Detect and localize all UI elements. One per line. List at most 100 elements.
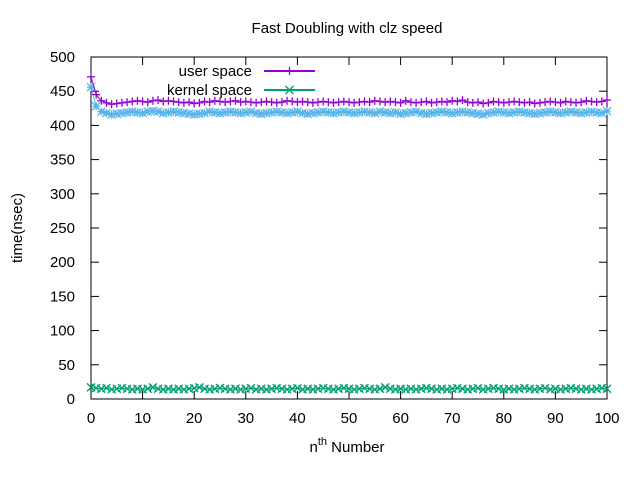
legend-label: user space [179, 63, 252, 80]
x-tick-label: 20 [186, 410, 203, 427]
data-point [324, 98, 333, 107]
data-point [370, 96, 379, 105]
data-point [226, 97, 235, 106]
data-point [391, 98, 400, 107]
x-axis-label-base: n [309, 439, 317, 456]
data-point [458, 96, 467, 105]
data-point [200, 108, 209, 118]
data-point [169, 97, 178, 106]
data-point [221, 98, 230, 107]
data-point [437, 97, 446, 106]
data-point [246, 98, 255, 107]
data-point [603, 96, 611, 105]
x-tick-label: 80 [495, 410, 512, 427]
data-point [592, 98, 601, 107]
data-point [345, 98, 353, 107]
y-axis: 0 50 100 150 200 250 300 350 400 450 500 [50, 49, 607, 408]
data-point [561, 97, 570, 106]
data-point [293, 98, 302, 107]
data-point [370, 108, 380, 118]
data-point [515, 98, 524, 107]
data-point [97, 96, 106, 105]
data-point [556, 98, 565, 107]
data-point [510, 97, 519, 106]
legend-swatch-marker [285, 67, 294, 75]
data-point [546, 97, 555, 106]
data-point [566, 98, 575, 107]
data-point [572, 98, 581, 107]
y-tick-label: 500 [50, 49, 75, 66]
data-point [143, 384, 153, 394]
data-point [540, 383, 550, 393]
data-point [474, 98, 482, 107]
data-point [133, 96, 142, 105]
data-point [102, 98, 111, 107]
data-point [319, 97, 328, 106]
data-point [329, 98, 338, 107]
data-point [292, 107, 302, 117]
x-axis: 0 10 20 30 40 50 60 70 80 90 100 [87, 57, 620, 427]
y-tick-label: 0 [67, 391, 75, 408]
legend-swatch-marker [285, 85, 294, 95]
y-axis-label: time(nsec) [9, 193, 26, 263]
data-point [210, 96, 219, 105]
data-point [117, 98, 126, 107]
data-point [174, 98, 183, 107]
data-point [246, 383, 256, 393]
data-point [375, 384, 385, 394]
data-point [87, 72, 95, 81]
chart-title: Fast Doubling with clz speed [252, 20, 443, 37]
x-tick-label: 10 [134, 410, 151, 427]
data-point [417, 98, 426, 107]
data-point [396, 98, 405, 107]
data-point [185, 98, 194, 107]
legend-label: kernel space [167, 82, 252, 99]
data-point [602, 106, 612, 116]
y-tick-label: 300 [50, 186, 75, 203]
data-point [164, 96, 173, 105]
data-point [153, 107, 163, 117]
data-point [216, 97, 224, 106]
y-tick-label: 450 [50, 83, 75, 100]
data-point [463, 98, 472, 107]
data-point [241, 97, 250, 106]
data-point [277, 107, 287, 117]
data-point [443, 98, 452, 107]
data-point [448, 96, 457, 105]
x-tick-label: 50 [341, 410, 358, 427]
data-point [314, 98, 323, 107]
data-point [308, 98, 317, 107]
data-point [597, 97, 606, 106]
data-point [602, 384, 612, 394]
series-1 [86, 382, 612, 394]
data-point [143, 98, 152, 107]
series-2 [86, 82, 612, 119]
data-point [272, 98, 281, 107]
data-point [386, 97, 395, 106]
data-point [148, 382, 158, 392]
data-point [473, 383, 483, 393]
data-point [360, 97, 369, 106]
data-point [339, 97, 348, 106]
data-point [494, 98, 503, 107]
data-point [102, 108, 111, 118]
data-point [200, 97, 209, 106]
data-point [582, 96, 591, 105]
legend: user space kernel space [167, 63, 315, 99]
data-point [292, 383, 302, 393]
data-point [541, 98, 550, 107]
data-point [427, 98, 436, 107]
x-tick-label: 30 [237, 410, 254, 427]
data-point [334, 98, 343, 107]
data-point [236, 98, 245, 107]
data-point [422, 97, 431, 106]
x-tick-label: 100 [594, 410, 619, 427]
data-point [530, 99, 539, 108]
data-point [231, 96, 240, 105]
data-point [504, 108, 514, 118]
data-point [525, 98, 534, 107]
x-tick-label: 70 [444, 410, 461, 427]
data-point [138, 108, 148, 118]
data-point [365, 98, 374, 107]
